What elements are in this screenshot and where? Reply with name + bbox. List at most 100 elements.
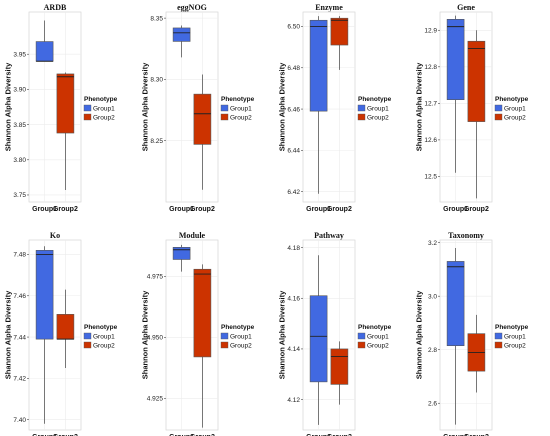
legend-swatch-group1	[494, 104, 503, 112]
legend-label-group2: Group2	[367, 343, 389, 350]
legend: Phenotype Group1 Group2	[83, 96, 118, 122]
y-tick-label: 3.80	[13, 157, 26, 164]
box-group1	[309, 19, 328, 112]
y-tick-label: 7.44	[13, 334, 26, 341]
legend-label-group1: Group1	[367, 106, 389, 113]
y-axis-label: Shannon Alpha Diversity	[141, 290, 150, 379]
y-tick-label: 12.8	[424, 64, 437, 71]
x-tick-label: Group2	[53, 206, 78, 213]
legend: Phenotype Group1 Group2	[494, 96, 529, 122]
x-tick-label: Group2	[464, 206, 489, 213]
y-tick-label: 6.50	[287, 24, 300, 31]
y-tick-label: 4.14	[287, 346, 300, 353]
legend: Phenotype Group1 Group2	[220, 96, 255, 122]
panel-pathway: Pathway 4.12 4.14 4.16 4.18 Shannon Alpha Div…	[278, 231, 392, 436]
legend-label-group2: Group2	[504, 115, 526, 122]
y-tick-label: 4.975	[147, 274, 164, 281]
x-tick-label: Group1	[32, 434, 57, 436]
y-axis-label: Shannon Alpha Diversity	[278, 62, 287, 151]
y-tick-label: 12.5	[424, 174, 437, 181]
legend-swatch-group1	[83, 104, 92, 112]
legend-swatch-group2	[220, 113, 229, 121]
y-tick-label: 6.42	[287, 189, 300, 196]
legend-swatch-group2	[357, 341, 366, 349]
panel-module: Module 4.925 4.950 4.975 Shannon Alpha Diver…	[141, 231, 255, 436]
box-group2	[56, 314, 75, 340]
legend-label-group1: Group1	[230, 106, 252, 113]
x-tick-label: Group1	[169, 434, 194, 436]
panel-title: Ko	[50, 231, 60, 240]
legend-swatch-group1	[494, 332, 503, 340]
y-tick-label: 2.8	[428, 347, 437, 354]
box-group1	[446, 261, 465, 347]
panel-title: eggNOG	[177, 3, 207, 12]
box-group1	[35, 41, 54, 62]
y-tick-label: 12.7	[424, 101, 437, 108]
y-tick-label: 7.42	[13, 376, 26, 383]
panel-title: Gene	[457, 3, 475, 12]
y-tick-label: 4.18	[287, 245, 300, 252]
y-axis-label: Shannon Alpha Diversity	[4, 62, 13, 151]
legend-swatch-group1	[357, 332, 366, 340]
panel-ko: Ko 7.40 7.42 7.44 7.46 7.48 Shannon Alpha Dive…	[4, 231, 118, 436]
y-tick-label: 2.6	[428, 400, 437, 407]
y-tick-label: 8.25	[150, 138, 163, 145]
legend-title: Phenotype	[358, 324, 392, 331]
legend-label-group2: Group2	[504, 343, 526, 350]
y-axis-label: Shannon Alpha Diversity	[278, 290, 287, 379]
panel-eggnog: eggNOG 8.25 8.30 8.35 Shannon Alpha Diversit…	[141, 3, 255, 213]
box-group2	[193, 93, 212, 145]
box-group2	[330, 17, 349, 46]
legend: Phenotype Group1 Group2	[357, 96, 392, 122]
y-tick-label: 6.46	[287, 106, 300, 113]
legend-label-group1: Group1	[504, 334, 526, 341]
legend-swatch-group1	[220, 104, 229, 112]
x-tick-label: Group1	[443, 206, 468, 213]
y-axis-label: Shannon Alpha Diversity	[415, 62, 424, 151]
x-tick-label: Group2	[190, 206, 215, 213]
panel-title: Taxonomy	[448, 231, 484, 240]
box-group1	[446, 19, 465, 100]
y-tick-label: 4.925	[147, 396, 164, 403]
y-tick-label: 3.75	[13, 192, 26, 199]
panel-title: Module	[179, 231, 206, 240]
box-group2	[193, 268, 212, 358]
legend-label-group1: Group1	[93, 334, 115, 341]
box-group1	[309, 295, 328, 383]
y-tick-label: 7.40	[13, 417, 26, 424]
y-tick-label: 7.46	[13, 293, 26, 300]
panel-title: Enzyme	[315, 3, 343, 12]
legend-title: Phenotype	[358, 96, 392, 103]
legend-title: Phenotype	[495, 96, 529, 103]
y-tick-label: 3.0	[428, 293, 437, 300]
legend-label-group1: Group1	[504, 106, 526, 113]
legend-label-group2: Group2	[230, 115, 252, 122]
legend-label-group2: Group2	[93, 343, 115, 350]
legend: Phenotype Group1 Group2	[83, 324, 118, 350]
legend-swatch-group2	[83, 113, 92, 121]
legend-swatch-group1	[357, 104, 366, 112]
y-tick-label: 6.48	[287, 65, 300, 72]
legend: Phenotype Group1 Group2	[220, 324, 255, 350]
x-tick-label: Group1	[443, 434, 468, 436]
legend-label-group1: Group1	[230, 334, 252, 341]
x-tick-label: Group1	[306, 206, 331, 213]
x-tick-label: Group1	[169, 206, 194, 213]
y-tick-label: 12.6	[424, 137, 437, 144]
legend: Phenotype Group1 Group2	[494, 324, 529, 350]
box-group2	[330, 348, 349, 385]
box-group2	[467, 40, 486, 122]
x-tick-label: Group1	[32, 206, 57, 213]
legend-label-group2: Group2	[93, 115, 115, 122]
x-tick-label: Group2	[190, 434, 215, 436]
y-axis-label: Shannon Alpha Diversity	[4, 290, 13, 379]
panel-title: ARDB	[44, 3, 67, 12]
y-tick-label: 4.16	[287, 295, 300, 302]
legend-label-group1: Group1	[367, 334, 389, 341]
box-group1	[172, 27, 191, 42]
y-axis-label: Shannon Alpha Diversity	[415, 290, 424, 379]
legend-swatch-group2	[494, 113, 503, 121]
y-tick-label: 12.9	[424, 27, 437, 34]
x-tick-label: Group2	[327, 206, 352, 213]
legend-label-group2: Group2	[230, 343, 252, 350]
